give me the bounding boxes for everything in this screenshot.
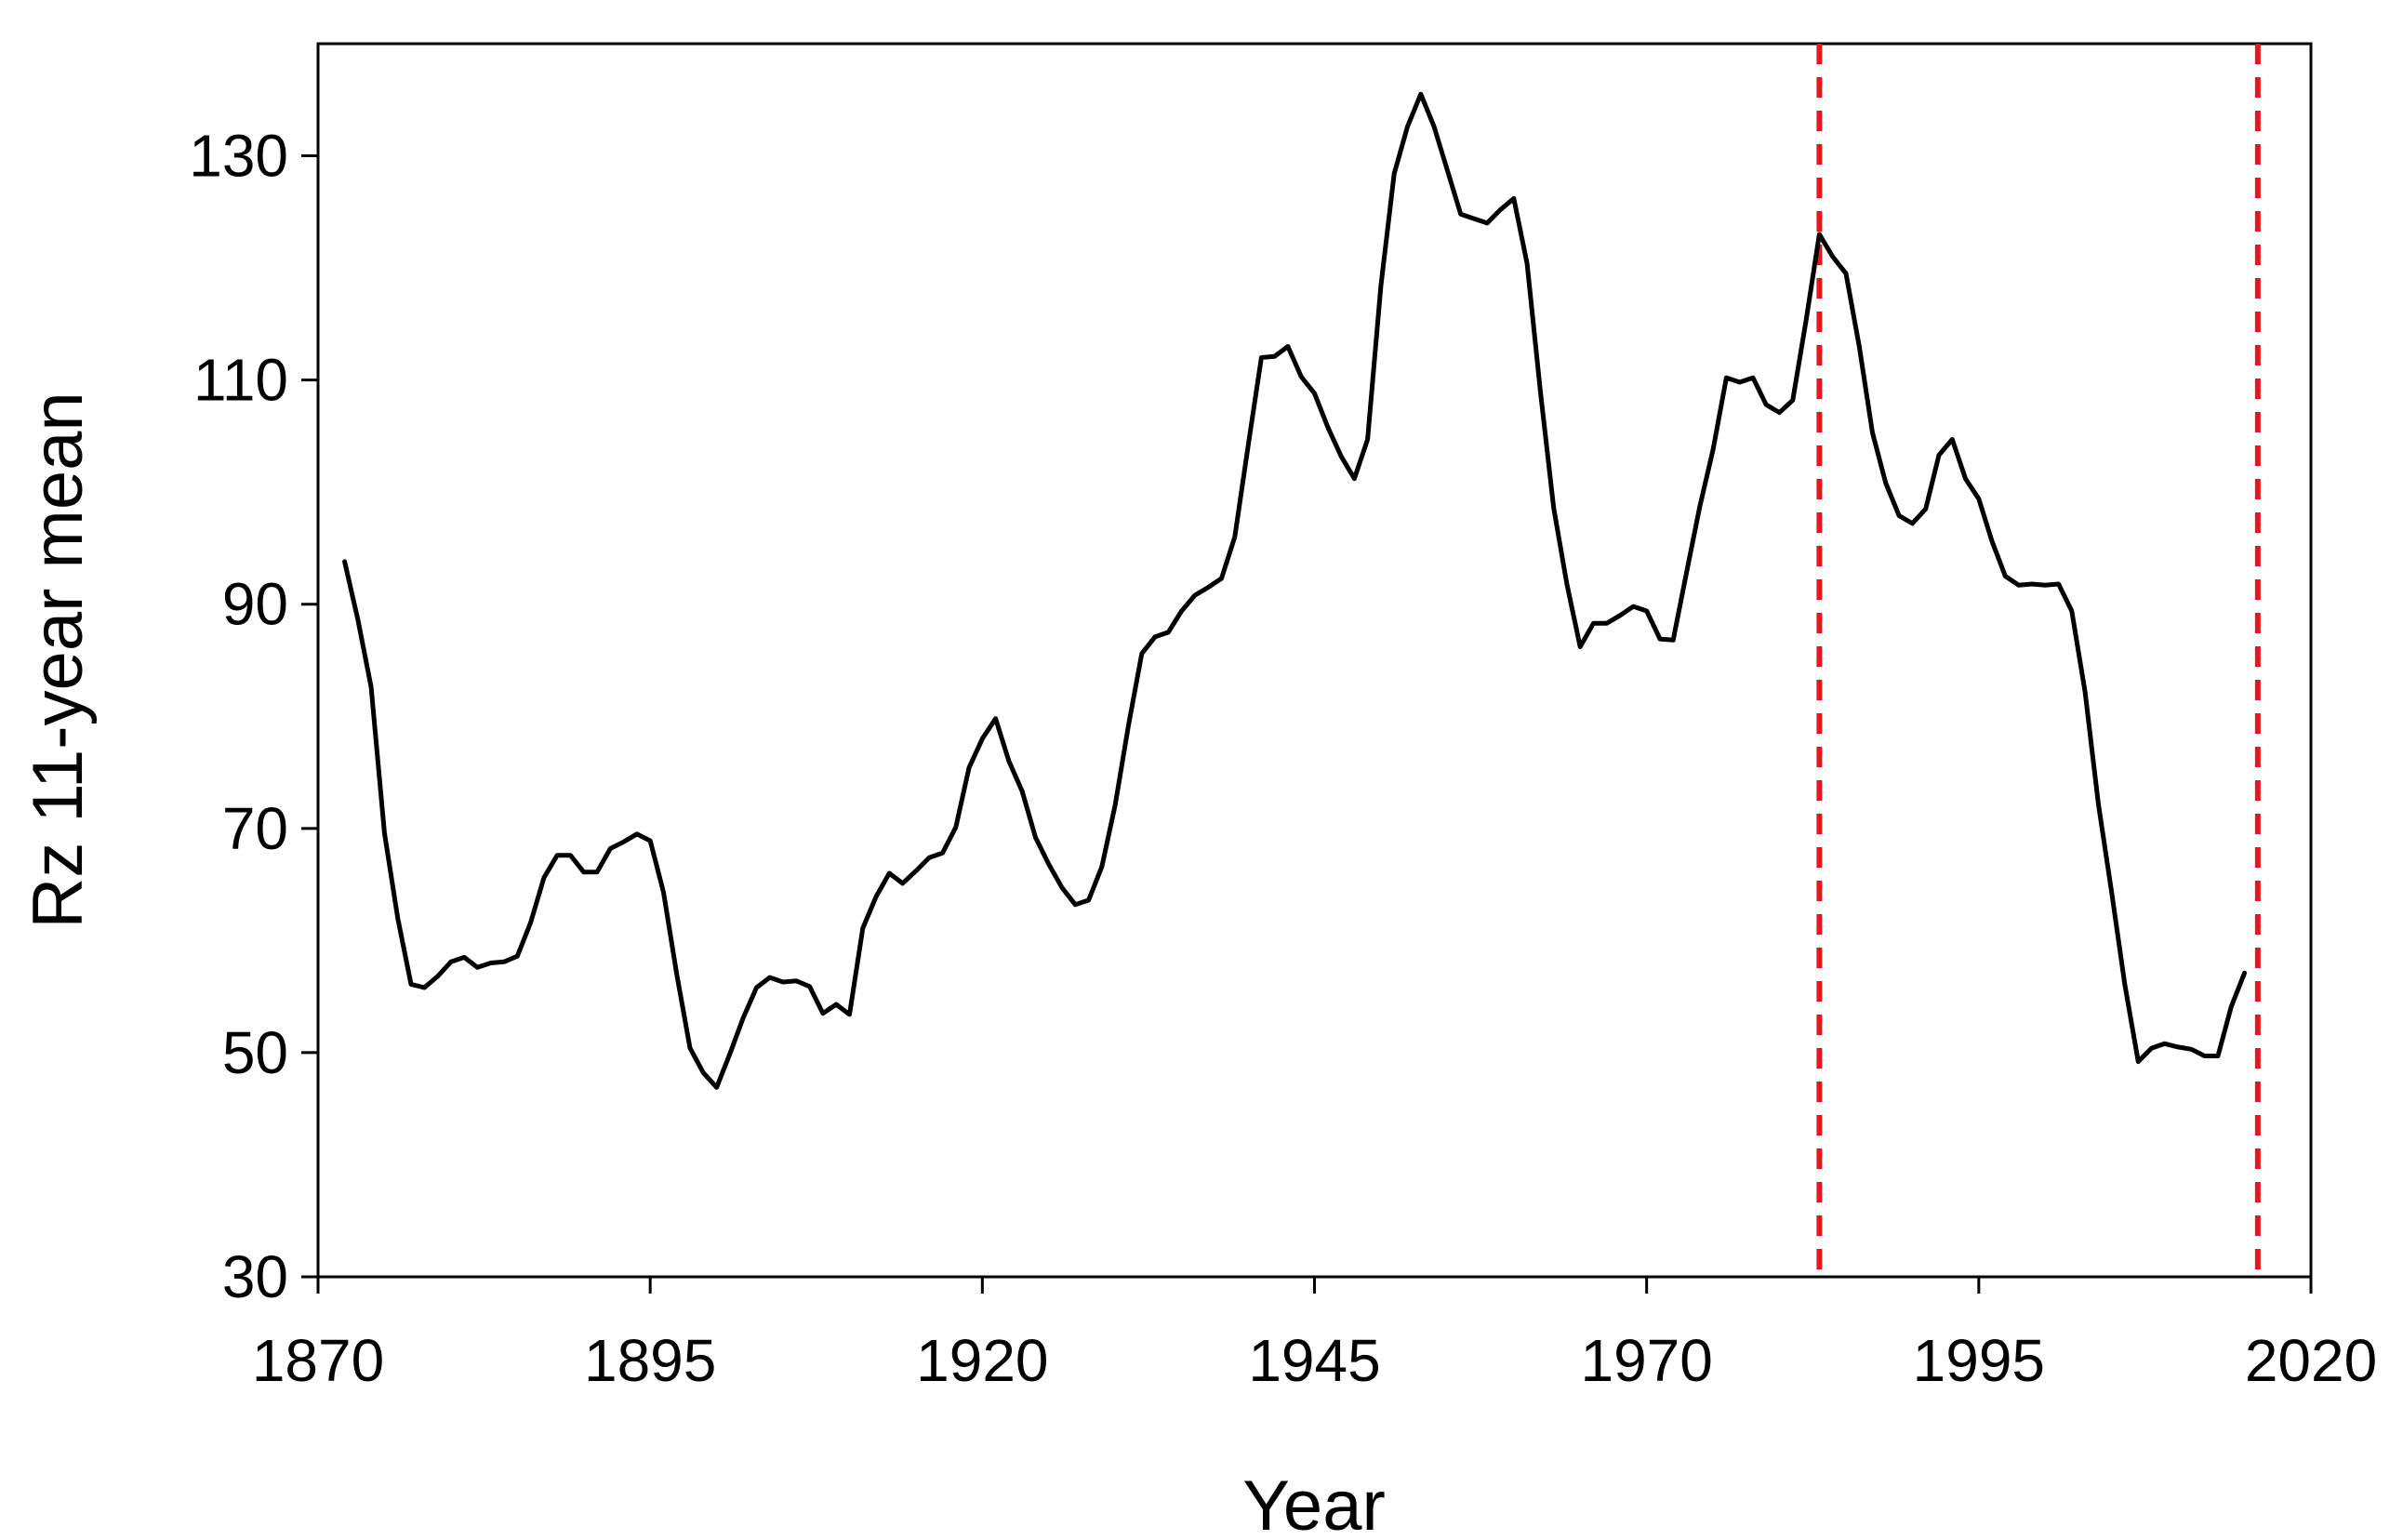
series-line (342, 91, 2248, 1090)
y-tick-label: 90 (222, 571, 288, 638)
x-tick-label: 1895 (584, 1327, 716, 1394)
reference-lines (1816, 44, 2261, 1277)
y-tick-label: 70 (222, 795, 288, 862)
x-tick-label: 1870 (252, 1327, 384, 1394)
x-tick-label: 1970 (1580, 1327, 1712, 1394)
y-tick-label: 50 (222, 1019, 288, 1086)
y-tick-label: 130 (189, 123, 288, 190)
y-axis-title: Rz 11-year mean (19, 392, 98, 928)
x-tick-label: 1945 (1248, 1327, 1380, 1394)
x-axis-title: Year (1242, 1467, 1386, 1540)
x-tick-label: 1995 (1913, 1327, 2045, 1394)
y-axis: 30 50 70 90 110 130 (189, 123, 318, 1310)
y-tick-label: 110 (193, 347, 288, 414)
y-tick-label: 30 (222, 1243, 288, 1310)
x-axis: 1870 1895 1920 1945 1970 1995 2020 (252, 1277, 2377, 1394)
x-tick-label: 2020 (2245, 1327, 2377, 1394)
x-tick-label: 1920 (916, 1327, 1048, 1394)
plot-frame (316, 42, 2313, 1279)
